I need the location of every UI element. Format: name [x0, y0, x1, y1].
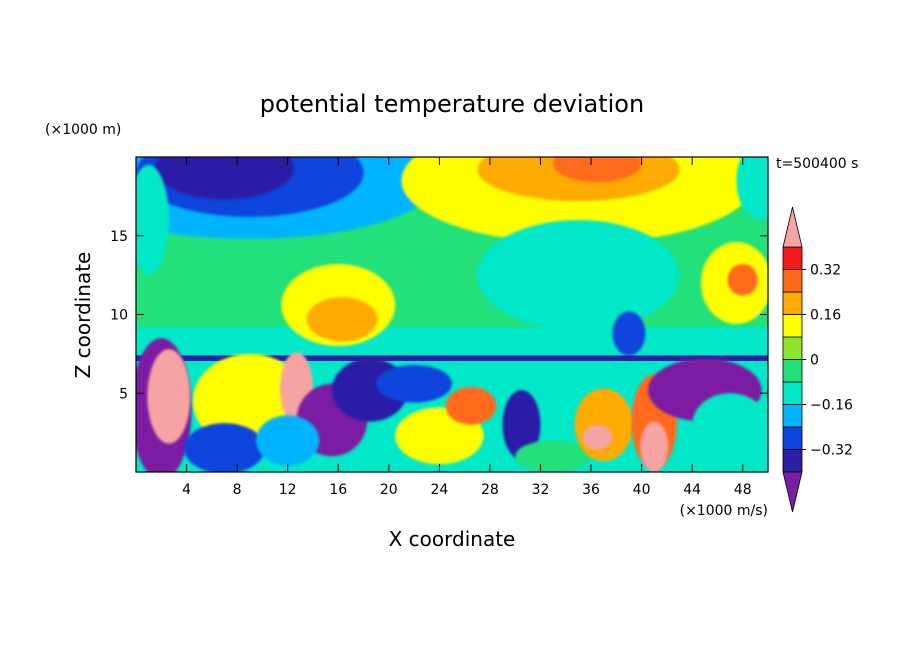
x-tick-label: 8 — [233, 482, 242, 498]
x-tick-label: 4 — [182, 482, 191, 498]
x-unit-label: (×1000 m/s) — [680, 503, 768, 519]
colorbar-swatch — [782, 404, 803, 428]
colorbar: 0.32 0.16 0 −0.16 −0.32 — [782, 206, 853, 513]
contour-blob — [477, 220, 680, 331]
colorbar-swatch — [782, 291, 803, 315]
x-tick-label: 12 — [279, 482, 297, 498]
colorbar-tick-label: 0 — [810, 353, 819, 369]
colorbar-swatch — [782, 246, 803, 270]
contour-blob — [376, 364, 452, 403]
contour-blob — [256, 415, 320, 466]
y-tick-label: 5 — [119, 386, 128, 402]
contour-blob — [147, 349, 191, 444]
contour-fill — [136, 157, 768, 472]
contour-blob — [502, 390, 541, 460]
contour-blob — [553, 157, 642, 183]
y-tick-label: 10 — [110, 308, 128, 324]
colorbar-swatch — [782, 381, 803, 405]
y-unit-label: (×1000 m) — [45, 122, 121, 138]
contour-region — [136, 355, 768, 361]
colorbar-swatch — [782, 359, 803, 383]
colorbar-swatch — [782, 336, 803, 360]
contour-blob — [582, 424, 613, 450]
contour-blob — [445, 386, 497, 425]
x-axis: 4 8 12 16 20 24 28 32 36 40 44 48 — [182, 157, 752, 498]
colorbar-swatch — [782, 314, 803, 338]
colorbar-swatch — [782, 449, 803, 473]
time-label: t=500400 s — [776, 156, 858, 172]
contour-blob — [612, 311, 646, 356]
colorbar-tick-label: 0.16 — [810, 308, 841, 324]
colorbar-tick-label: −0.16 — [810, 398, 853, 414]
x-tick-label: 28 — [481, 482, 499, 498]
x-tick-label: 16 — [329, 482, 347, 498]
x-tick-label: 32 — [532, 482, 550, 498]
x-tick-label: 48 — [734, 482, 752, 498]
colorbar-swatch — [782, 269, 803, 293]
colorbar-extend-max — [782, 206, 803, 248]
y-axis-label: Z coordinate — [71, 252, 95, 379]
x-tick-label: 36 — [582, 482, 600, 498]
contour-blob — [574, 388, 633, 461]
x-tick-label: 44 — [683, 482, 701, 498]
y-tick-label: 15 — [110, 229, 128, 245]
contour-blob — [306, 297, 378, 342]
colorbar-tick-label: −0.32 — [810, 443, 853, 459]
colorbar-tick-label: 0.32 — [810, 263, 841, 279]
chart-title: potential temperature deviation — [260, 90, 644, 118]
contour-blob — [640, 421, 669, 472]
plot-area — [136, 157, 768, 472]
contour-region — [136, 327, 768, 358]
x-tick-label: 24 — [430, 482, 448, 498]
colorbar-swatch — [782, 426, 803, 450]
x-tick-label: 40 — [633, 482, 651, 498]
contour-blob — [736, 157, 768, 220]
colorbar-extend-min — [782, 471, 803, 513]
contour-blob — [692, 393, 768, 457]
y-axis: 5 10 15 — [110, 229, 768, 402]
contour-blob — [184, 423, 265, 472]
contour-blob — [154, 157, 294, 200]
contour-blob — [727, 264, 758, 296]
contour-blob — [136, 164, 169, 276]
x-axis-label: X coordinate — [389, 527, 516, 551]
contour-blob — [515, 440, 592, 472]
x-tick-label: 20 — [380, 482, 398, 498]
